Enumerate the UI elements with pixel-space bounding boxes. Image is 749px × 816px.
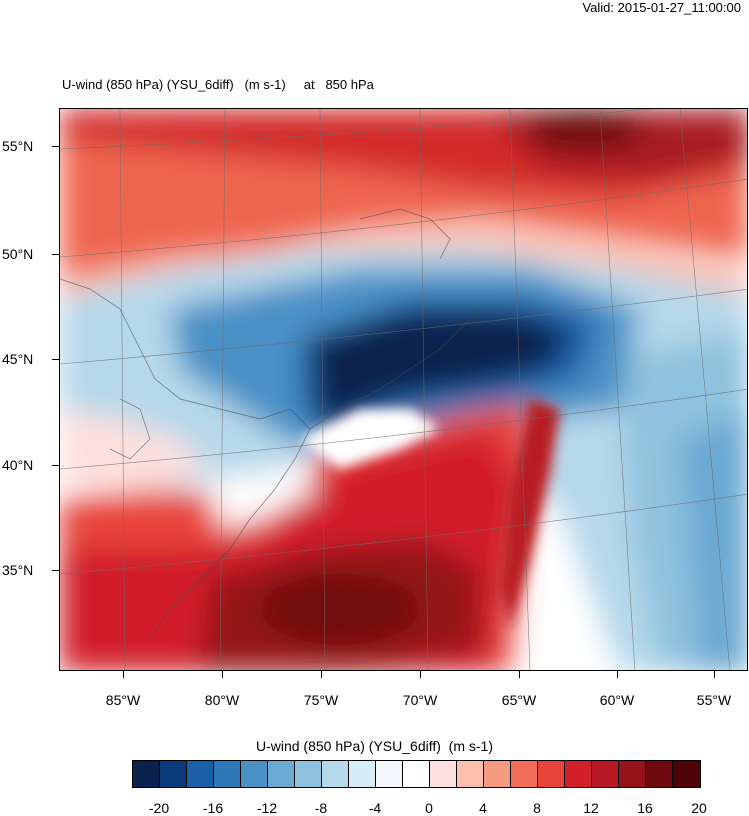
colorbar-swatch bbox=[268, 761, 295, 787]
colorbar-label: 16 bbox=[637, 800, 653, 816]
lon-tick-55 bbox=[714, 671, 715, 678]
map-panel[interactable] bbox=[59, 108, 748, 671]
colorbar-label: 0 bbox=[425, 800, 433, 816]
lon-label-70w: 70°W bbox=[402, 692, 438, 708]
wind-field-map bbox=[60, 109, 747, 670]
colorbar bbox=[132, 760, 701, 788]
lon-label-85w: 85°W bbox=[105, 692, 141, 708]
colorbar-swatch bbox=[592, 761, 619, 787]
lon-tick-75 bbox=[321, 671, 322, 678]
lat-label-45n: 45°N bbox=[2, 351, 34, 367]
colorbar-swatch bbox=[214, 761, 241, 787]
colorbar-swatch bbox=[565, 761, 592, 787]
colorbar-swatch bbox=[187, 761, 214, 787]
lon-tick-85 bbox=[123, 671, 124, 678]
colorbar-swatch bbox=[322, 761, 349, 787]
colorbar-swatch bbox=[646, 761, 673, 787]
colorbar-swatch bbox=[376, 761, 403, 787]
colorbar-swatch bbox=[511, 761, 538, 787]
colorbar-label: -12 bbox=[256, 800, 278, 816]
colorbar-swatch bbox=[160, 761, 187, 787]
colorbar-label: -20 bbox=[148, 800, 170, 816]
colorbar-swatch bbox=[619, 761, 646, 787]
colorbar-title: U-wind (850 hPa) (YSU_6diff) (m s-1) bbox=[255, 738, 494, 754]
colorbar-label: 12 bbox=[583, 800, 599, 816]
colorbar-swatch bbox=[241, 761, 268, 787]
lon-tick-65 bbox=[519, 671, 520, 678]
lon-tick-60 bbox=[617, 671, 618, 678]
lon-label-65w: 65°W bbox=[501, 692, 537, 708]
lon-label-60w: 60°W bbox=[599, 692, 635, 708]
lat-label-35n: 35°N bbox=[2, 562, 34, 578]
lat-label-40n: 40°N bbox=[2, 457, 34, 473]
colorbar-swatch bbox=[484, 761, 511, 787]
lon-label-75w: 75°W bbox=[303, 692, 339, 708]
colorbar-swatch bbox=[133, 761, 160, 787]
lat-tick-40 bbox=[52, 465, 59, 466]
lat-tick-50 bbox=[52, 254, 59, 255]
colorbar-swatch bbox=[538, 761, 565, 787]
colorbar-label: 20 bbox=[691, 800, 707, 816]
lat-label-50n: 50°N bbox=[2, 246, 34, 262]
colorbar-swatch bbox=[295, 761, 322, 787]
colorbar-swatch bbox=[403, 761, 430, 787]
lat-tick-55 bbox=[52, 146, 59, 147]
colorbar-swatch bbox=[430, 761, 457, 787]
colorbar-label: 4 bbox=[479, 800, 487, 816]
colorbar-swatch bbox=[349, 761, 376, 787]
plot-title: U-wind (850 hPa) (YSU_6diff) (m s-1) at … bbox=[62, 77, 374, 92]
colorbar-swatch bbox=[457, 761, 484, 787]
lat-label-55n: 55°N bbox=[2, 138, 34, 154]
lat-tick-45 bbox=[52, 359, 59, 360]
lon-tick-80 bbox=[222, 671, 223, 678]
lon-tick-70 bbox=[420, 671, 421, 678]
colorbar-swatch bbox=[673, 761, 700, 787]
colorbar-label: 8 bbox=[533, 800, 541, 816]
valid-time: Valid: 2015-01-27_11:00:00 bbox=[582, 0, 741, 15]
colorbar-label: -16 bbox=[202, 800, 224, 816]
colorbar-label: -4 bbox=[368, 800, 382, 816]
lon-label-80w: 80°W bbox=[204, 692, 240, 708]
lat-tick-35 bbox=[52, 570, 59, 571]
colorbar-label: -8 bbox=[314, 800, 328, 816]
lon-label-55w: 55°W bbox=[696, 692, 732, 708]
